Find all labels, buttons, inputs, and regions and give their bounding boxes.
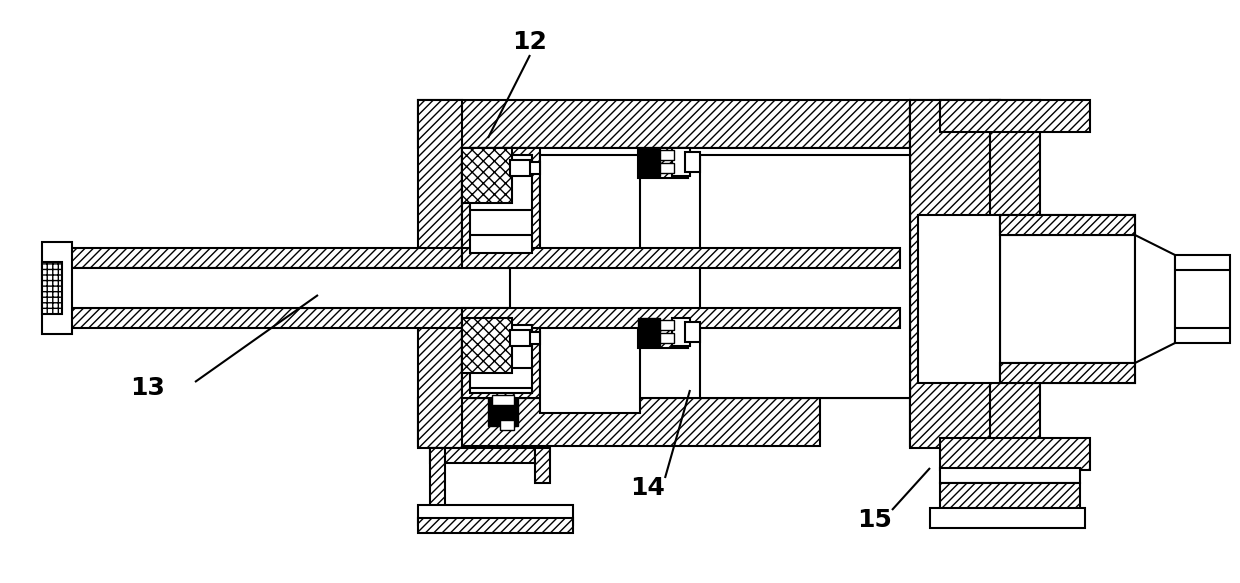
Bar xyxy=(660,333,675,343)
Bar xyxy=(510,330,532,346)
Bar xyxy=(463,318,512,373)
Bar xyxy=(470,325,532,393)
Bar xyxy=(999,215,1135,383)
Bar xyxy=(42,262,62,314)
Bar xyxy=(492,395,515,405)
Bar xyxy=(639,318,660,346)
Bar xyxy=(701,155,910,398)
Bar xyxy=(430,448,534,463)
Bar xyxy=(463,148,910,398)
Bar xyxy=(463,248,900,268)
Bar xyxy=(940,483,1080,513)
Bar xyxy=(910,100,999,148)
Bar xyxy=(418,505,573,525)
Bar xyxy=(940,100,1090,132)
Bar xyxy=(999,363,1135,383)
Text: 15: 15 xyxy=(858,508,893,532)
Bar xyxy=(500,420,515,430)
Bar xyxy=(999,215,1135,235)
Bar xyxy=(489,398,518,426)
Text: 13: 13 xyxy=(130,376,165,400)
Bar xyxy=(910,398,999,446)
Bar xyxy=(940,438,1090,470)
Bar xyxy=(918,215,999,383)
Bar xyxy=(1176,255,1230,343)
Bar xyxy=(539,155,640,260)
Bar xyxy=(463,148,539,260)
Bar xyxy=(990,100,1040,468)
Bar xyxy=(672,148,689,176)
Bar xyxy=(463,318,539,398)
Bar xyxy=(510,160,532,176)
Bar xyxy=(539,325,640,413)
Bar xyxy=(672,318,689,346)
Bar xyxy=(470,155,532,253)
Bar xyxy=(534,448,551,483)
Bar xyxy=(639,148,688,178)
Bar xyxy=(684,152,701,172)
Bar xyxy=(463,308,900,328)
Bar xyxy=(430,448,445,518)
Bar xyxy=(418,100,910,148)
Polygon shape xyxy=(1135,235,1176,363)
Bar xyxy=(930,508,1085,528)
Bar xyxy=(684,322,701,342)
Bar xyxy=(418,518,573,533)
Bar xyxy=(940,468,1080,483)
Bar xyxy=(639,318,688,348)
Bar xyxy=(463,148,512,203)
Bar xyxy=(660,163,675,173)
Text: 14: 14 xyxy=(631,476,666,500)
Bar xyxy=(60,308,510,328)
Bar xyxy=(529,162,539,174)
Bar xyxy=(60,268,510,308)
Bar xyxy=(418,398,820,446)
Bar xyxy=(60,248,510,268)
Text: 12: 12 xyxy=(512,30,547,54)
Bar xyxy=(529,332,539,344)
Bar xyxy=(910,100,999,448)
Bar xyxy=(660,320,675,330)
Bar xyxy=(418,100,463,448)
Bar xyxy=(42,242,72,334)
Bar xyxy=(660,150,675,160)
Bar xyxy=(639,148,660,176)
